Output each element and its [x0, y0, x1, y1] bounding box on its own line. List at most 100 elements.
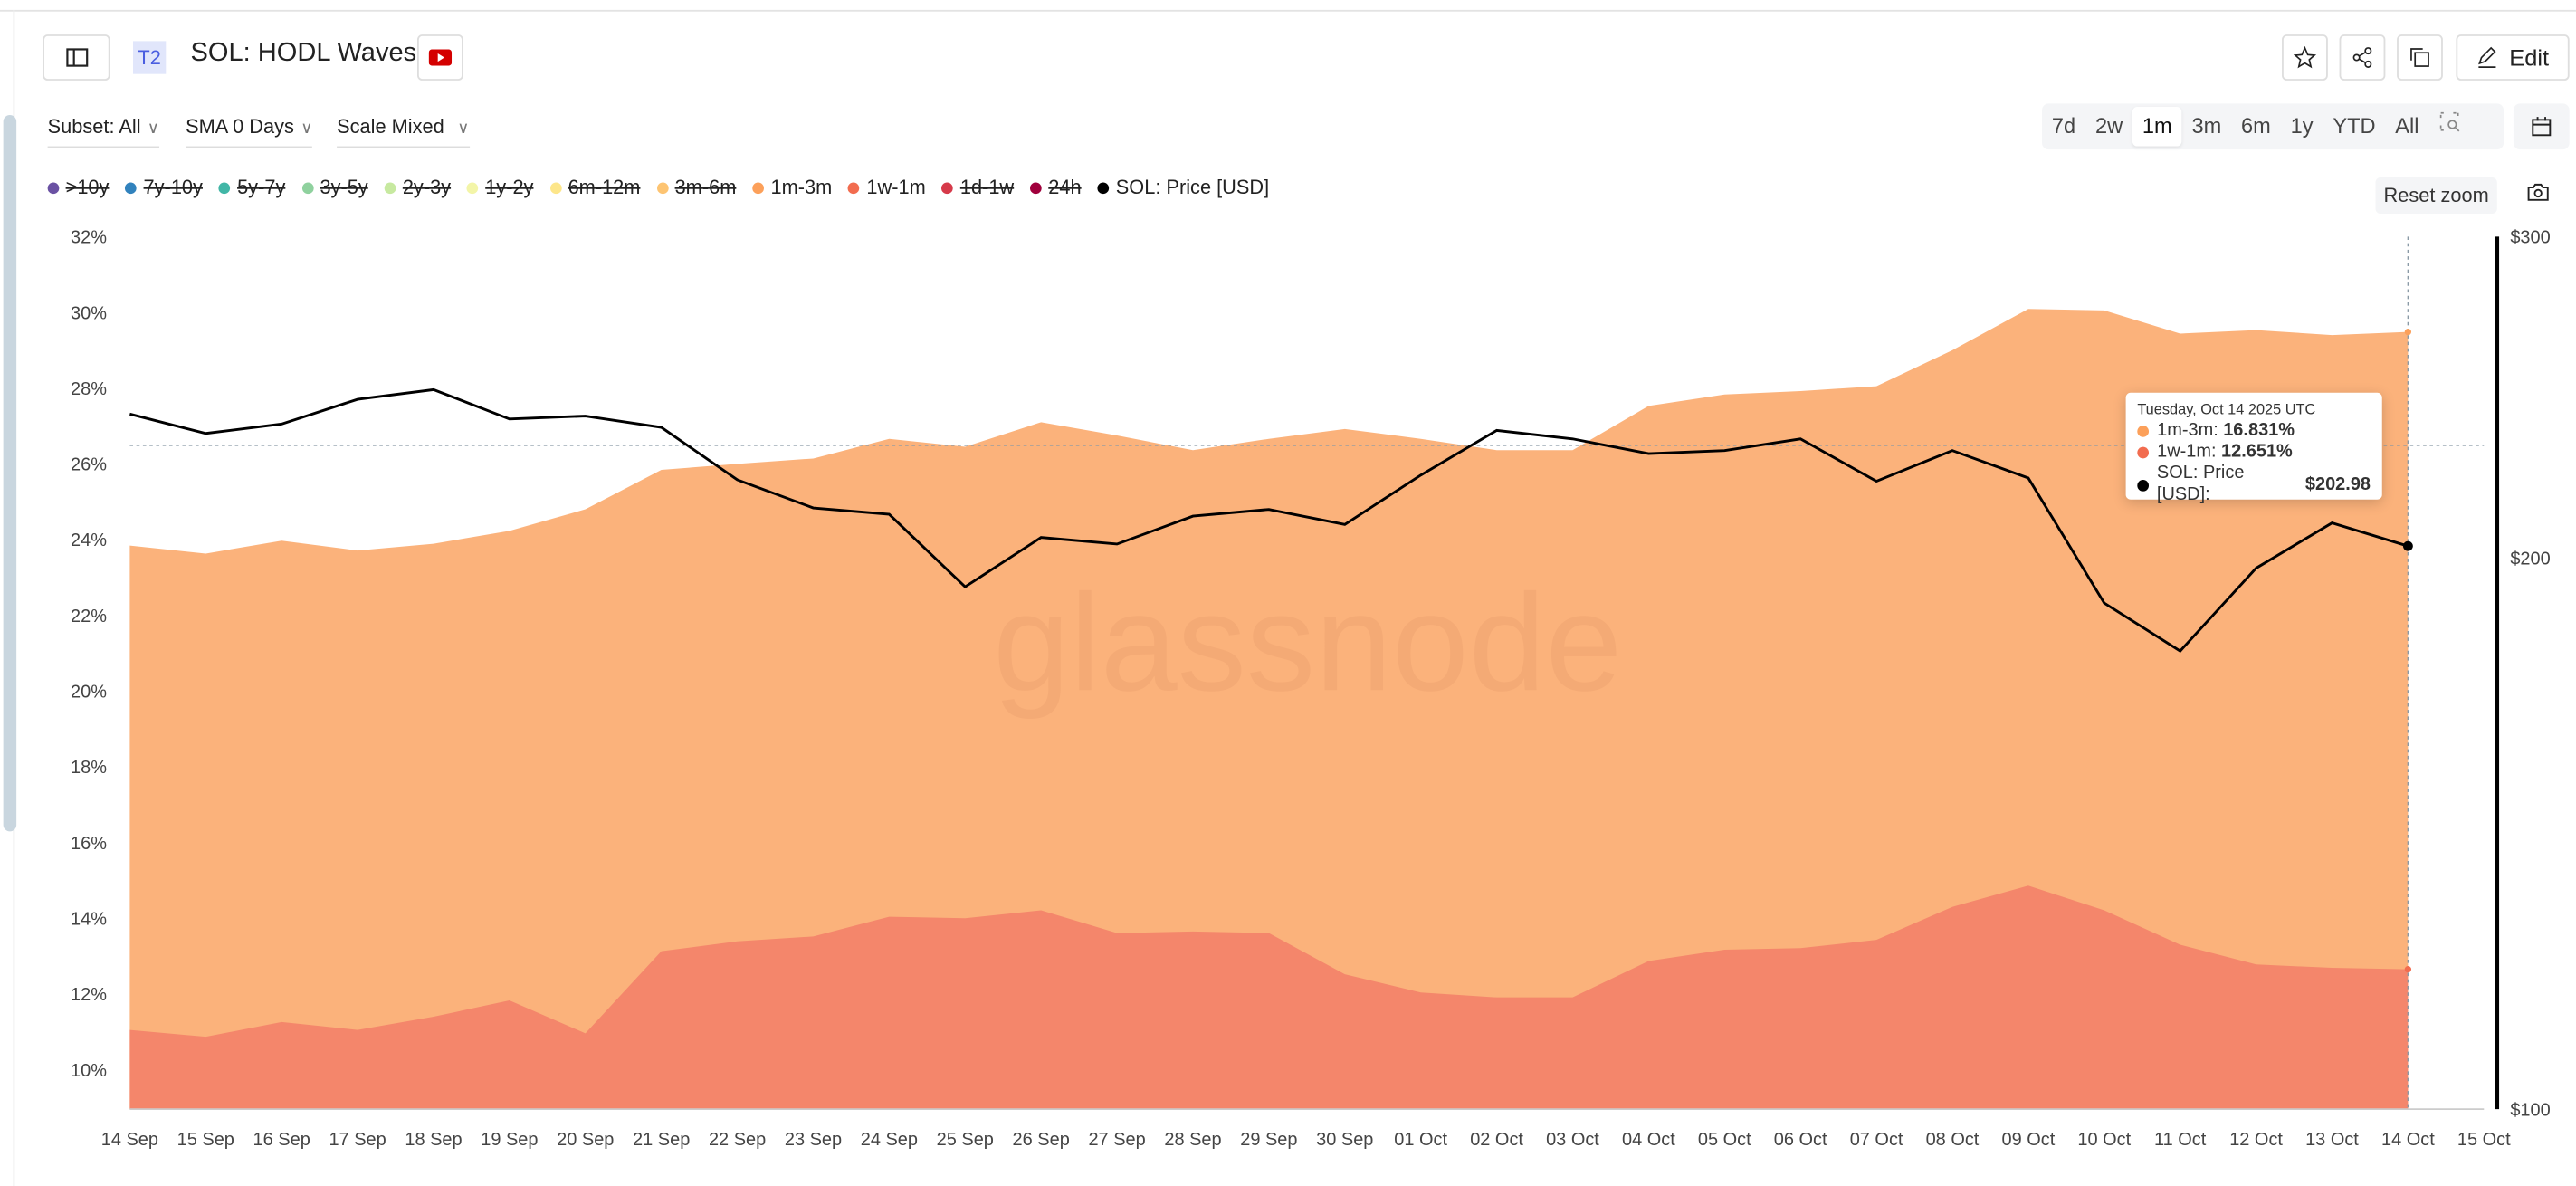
x-tick-label: 24 Sep	[861, 1130, 918, 1150]
y-tick-label: 28%	[71, 379, 107, 399]
share-icon	[2352, 47, 2372, 68]
x-tick-label: 07 Oct	[1850, 1130, 1903, 1150]
y-tick-label: 10%	[71, 1061, 107, 1081]
scale-dropdown[interactable]: Scale Mixed ∨	[337, 115, 470, 148]
star-icon	[2293, 45, 2317, 69]
chevron-down-icon: ∨	[301, 120, 313, 139]
point-1m-3m	[2404, 329, 2412, 336]
x-tick-label: 30 Sep	[1316, 1130, 1373, 1150]
x-tick-label: 13 Oct	[2305, 1130, 2359, 1150]
tooltip-value: 16.831%	[2223, 420, 2295, 441]
legend-item[interactable]: 3m-6m	[656, 176, 736, 199]
chevron-down-icon: ∨	[457, 120, 470, 139]
x-tick-label: 03 Oct	[1546, 1130, 1599, 1150]
range-1m[interactable]: 1m	[2132, 106, 2182, 147]
legend-dot-icon	[656, 181, 669, 194]
legend-label: 1w-1m	[866, 176, 926, 199]
x-tick-label: 10 Oct	[2077, 1130, 2131, 1150]
y-tick-label: 14%	[71, 910, 107, 930]
legend-dot-icon	[219, 181, 231, 194]
legend-label: 24h	[1048, 176, 1082, 199]
x-tick-label: 15 Sep	[177, 1130, 234, 1150]
x-tick-label: 04 Oct	[1622, 1130, 1675, 1150]
sma-dropdown[interactable]: SMA 0 Days ∨	[186, 115, 313, 148]
tooltip-value: $202.98	[2304, 473, 2371, 494]
duplicate-button[interactable]	[2397, 34, 2443, 81]
legend-item[interactable]: 3y-5y	[301, 176, 368, 199]
legend-label: 3y-5y	[320, 176, 368, 199]
youtube-button[interactable]	[417, 34, 463, 81]
edit-label: Edit	[2509, 44, 2550, 72]
legend-item[interactable]: 1y-2y	[467, 176, 533, 199]
page-title: SOL: HODL Waves	[190, 39, 417, 68]
range-all[interactable]: All	[2395, 113, 2419, 139]
legend-dot-icon	[384, 181, 396, 194]
tooltip-label: 1w-1m:	[2157, 442, 2217, 463]
x-tick-label: 17 Sep	[329, 1130, 386, 1150]
legend-item[interactable]: 24h	[1030, 176, 1082, 199]
y-right-tick-label: $100	[2510, 1100, 2550, 1120]
legend-dot-icon	[848, 181, 861, 194]
legend: >10y 7y-10y 5y-7y 3y-5y 2y-3y 1y-2y 6m-12m 3m-6…	[47, 176, 1286, 199]
legend-dot-icon	[467, 181, 479, 194]
legend-item[interactable]: 5y-7y	[219, 176, 286, 199]
x-tick-label: 27 Sep	[1088, 1130, 1145, 1150]
x-tick-label: 22 Sep	[709, 1130, 766, 1150]
x-tick-label: 05 Oct	[1698, 1130, 1751, 1150]
x-tick-label: 01 Oct	[1394, 1130, 1447, 1150]
edit-button[interactable]: Edit	[2456, 34, 2570, 81]
legend-item[interactable]: 1w-1m	[848, 176, 926, 199]
range-7d[interactable]: 7d	[2051, 113, 2076, 139]
range-3m[interactable]: 3m	[2191, 113, 2222, 139]
sidebar-icon	[65, 48, 88, 67]
date-picker-button[interactable]	[2513, 103, 2570, 150]
legend-item[interactable]: 6m-12m	[549, 176, 640, 199]
legend-label: 5y-7y	[237, 176, 286, 199]
favorite-button[interactable]	[2282, 34, 2328, 81]
divider	[0, 9, 2576, 12]
reset-zoom-button[interactable]: Reset zoom	[2375, 177, 2497, 214]
legend-item[interactable]: 7y-10y	[125, 176, 203, 199]
x-tick-label: 06 Oct	[1774, 1130, 1827, 1150]
legend-item[interactable]: 1m-3m	[752, 176, 833, 199]
x-tick-label: 19 Sep	[481, 1130, 538, 1150]
x-tick-label: 23 Sep	[785, 1130, 842, 1150]
tooltip-row: SOL: Price [USD]: $202.98	[2137, 464, 2371, 506]
legend-item[interactable]: 2y-3y	[384, 176, 451, 199]
share-button[interactable]	[2339, 34, 2386, 81]
legend-item[interactable]: 1d-1w	[941, 176, 1014, 199]
y-tick-label: 18%	[71, 758, 107, 778]
tooltip: Tuesday, Oct 14 2025 UTC 1m-3m: 16.831% 1w…	[2125, 392, 2382, 504]
point-1w-1m	[2404, 966, 2412, 973]
legend-item[interactable]: >10y	[47, 176, 109, 199]
range-selector: 7d 2w 1m 3m 6m 1y YTD All	[2042, 103, 2504, 150]
subset-dropdown[interactable]: Subset: All ∨	[47, 115, 160, 148]
chevron-down-icon: ∨	[147, 120, 160, 139]
y-tick-label: 26%	[71, 455, 107, 475]
range-6m[interactable]: 6m	[2241, 113, 2271, 139]
range-2w[interactable]: 2w	[2094, 113, 2123, 139]
legend-label: 1m-3m	[770, 176, 833, 199]
x-tick-label: 29 Sep	[1240, 1130, 1297, 1150]
tooltip-row: 1m-3m: 16.831%	[2137, 421, 2371, 443]
tier-badge: T2	[133, 41, 167, 74]
screenshot-button[interactable]	[2526, 181, 2549, 211]
x-tick-label: 25 Sep	[937, 1130, 994, 1150]
scrollbar[interactable]	[3, 115, 17, 832]
zoom-select-button[interactable]	[2428, 107, 2471, 147]
y-tick-label: 32%	[71, 228, 107, 248]
tooltip-date: Tuesday, Oct 14 2025 UTC	[2137, 400, 2316, 418]
sma-value: SMA 0 Days	[186, 115, 294, 139]
legend-dot-icon	[549, 181, 562, 194]
y-tick-label: 20%	[71, 683, 107, 703]
pencil-icon	[2478, 46, 2497, 68]
x-tick-label: 12 Oct	[2229, 1130, 2283, 1150]
x-tick-label: 14 Oct	[2381, 1130, 2435, 1150]
range-ytd[interactable]: YTD	[2333, 113, 2376, 139]
sidebar-toggle-button[interactable]	[43, 34, 110, 81]
legend-item[interactable]: SOL: Price [USD]	[1097, 176, 1269, 199]
range-1y[interactable]: 1y	[2290, 113, 2314, 139]
y-tick-label: 22%	[71, 607, 107, 626]
